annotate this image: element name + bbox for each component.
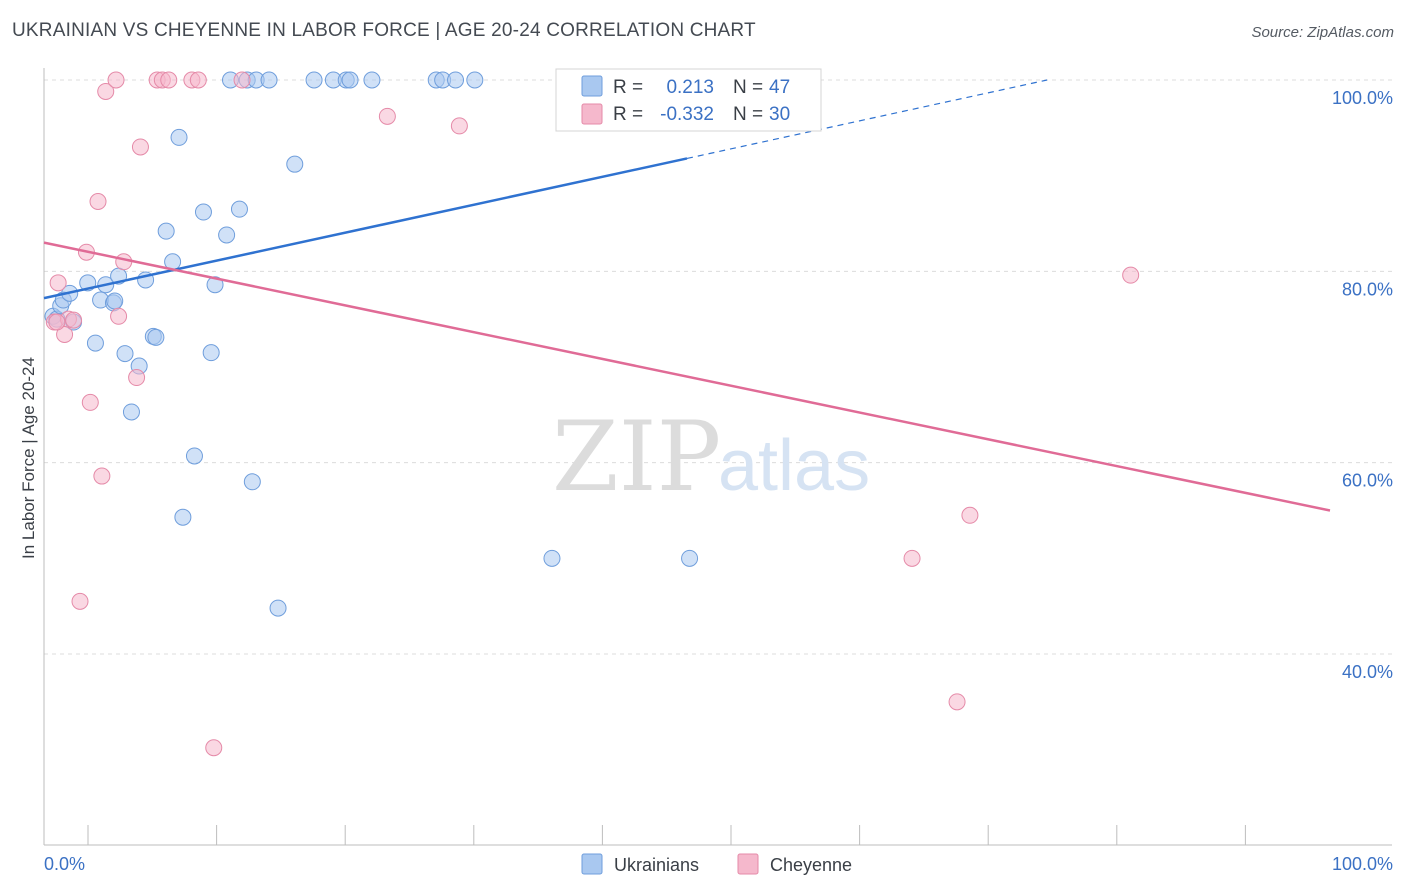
point-ukrainians <box>269 599 287 617</box>
series-legend-label-ukrainians: Ukrainians <box>614 855 699 875</box>
point-ukrainians <box>116 345 134 363</box>
point-ukrainians <box>170 128 188 146</box>
point-ukrainians <box>466 71 484 89</box>
point-ukrainians <box>147 328 165 346</box>
legend-swatch-ukrainians <box>581 75 603 97</box>
point-cheyenne <box>107 71 125 89</box>
series-legend: Ukrainians Cheyenne <box>581 853 852 875</box>
y-tick-label: 100.0% <box>1332 88 1393 108</box>
point-ukrainians <box>681 549 699 567</box>
point-cheyenne <box>128 369 146 387</box>
point-cheyenne <box>961 506 979 524</box>
point-ukrainians <box>363 71 381 89</box>
legend-r-value: 0.213 <box>666 77 714 98</box>
legend-r-label: R = <box>613 77 643 98</box>
chart-title: UKRAINIAN VS CHEYENNE IN LABOR FORCE | A… <box>12 20 756 41</box>
point-ukrainians <box>286 155 304 173</box>
legend-swatch-cheyenne <box>581 103 603 125</box>
series-legend-swatch-cheyenne <box>737 853 759 875</box>
watermark-zip: ZIP <box>552 401 721 513</box>
point-cheyenne <box>378 107 396 125</box>
point-ukrainians <box>86 334 104 352</box>
legend-n-label: N = <box>733 77 763 98</box>
point-ukrainians <box>305 71 323 89</box>
x-tick-labels: 0.0% 100.0% <box>44 854 1393 874</box>
gridlines <box>44 79 1392 655</box>
point-cheyenne <box>233 71 251 89</box>
point-cheyenne <box>110 307 128 325</box>
trend-line-ukrainians <box>43 157 688 300</box>
point-cheyenne <box>93 467 111 485</box>
legend-n-label: N = <box>733 104 763 125</box>
point-cheyenne <box>903 549 921 567</box>
axes <box>43 68 1392 846</box>
point-ukrainians <box>341 71 359 89</box>
stats-legend: R = 0.213 N = 47 R = -0.332 N = 30 <box>555 68 822 132</box>
point-cheyenne <box>205 739 223 757</box>
y-axis-title: In Labor Force | Age 20-24 <box>19 357 38 559</box>
y-tick-label: 60.0% <box>1342 471 1393 491</box>
data-points <box>44 71 1140 757</box>
source-credit: Source: ZipAtlas.com <box>1251 24 1394 41</box>
point-cheyenne <box>948 693 966 711</box>
point-ukrainians <box>243 473 261 491</box>
point-cheyenne <box>71 592 89 610</box>
point-ukrainians <box>543 549 561 567</box>
point-ukrainians <box>260 71 278 89</box>
point-cheyenne <box>65 311 83 329</box>
point-ukrainians <box>202 344 220 362</box>
point-cheyenne <box>189 71 207 89</box>
legend-r-label: R = <box>613 104 643 125</box>
point-ukrainians <box>174 508 192 526</box>
point-cheyenne <box>1122 266 1140 284</box>
watermark-atlas: atlas <box>718 426 870 506</box>
point-cheyenne <box>49 274 67 292</box>
point-ukrainians <box>157 222 175 240</box>
point-ukrainians <box>122 403 140 421</box>
trend-line-cheyenne <box>43 241 1331 512</box>
legend-n-value: 47 <box>769 77 790 98</box>
point-cheyenne <box>81 393 99 411</box>
watermark: ZIP atlas <box>552 401 870 513</box>
point-cheyenne <box>89 192 107 210</box>
point-cheyenne <box>115 253 133 271</box>
point-ukrainians <box>106 292 124 310</box>
x-tick-label: 100.0% <box>1332 854 1393 874</box>
point-cheyenne <box>131 138 149 156</box>
point-cheyenne <box>450 117 468 135</box>
point-ukrainians <box>185 447 203 465</box>
point-cheyenne <box>48 313 66 331</box>
series-legend-label-cheyenne: Cheyenne <box>770 855 852 875</box>
point-cheyenne <box>97 82 115 100</box>
point-cheyenne <box>160 71 178 89</box>
point-ukrainians <box>218 226 236 244</box>
point-ukrainians <box>447 71 465 89</box>
series-legend-swatch-ukrainians <box>581 853 603 875</box>
point-ukrainians <box>206 276 224 294</box>
legend-r-value: -0.332 <box>660 104 714 125</box>
y-tick-label: 80.0% <box>1342 279 1393 299</box>
legend-n-value: 30 <box>769 104 790 125</box>
y-tick-labels: 40.0% 60.0% 80.0% 100.0% <box>1332 88 1393 682</box>
y-tick-label: 40.0% <box>1342 662 1393 682</box>
point-ukrainians <box>230 200 248 218</box>
x-tick-label: 0.0% <box>44 854 85 874</box>
point-ukrainians <box>194 203 212 221</box>
trend-lines <box>43 79 1331 512</box>
